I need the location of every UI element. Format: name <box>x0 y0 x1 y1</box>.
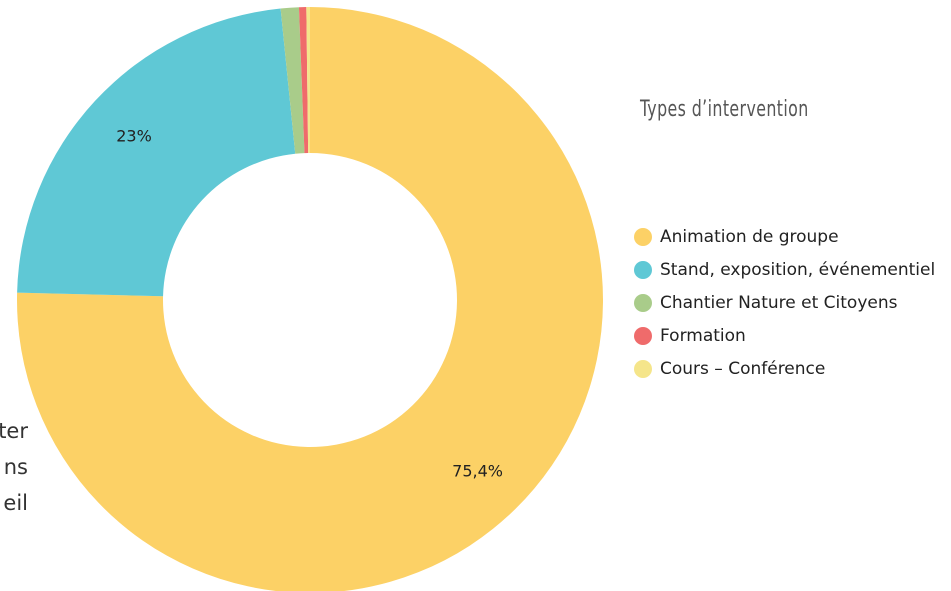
legend-label: Stand, exposition, événementiel <box>660 260 935 280</box>
background-text: ns <box>4 455 28 479</box>
slice <box>298 7 309 154</box>
legend-label: Chantier Nature et Citoyens <box>660 293 898 313</box>
slice-label: 23% <box>116 126 152 145</box>
legend-swatch <box>634 360 652 378</box>
slice <box>17 7 603 591</box>
legend: Animation de groupe Stand, exposition, év… <box>634 227 935 379</box>
legend-label: Cours – Conférence <box>660 359 825 379</box>
legend-swatch <box>634 327 652 345</box>
background-text: eil <box>3 491 28 515</box>
slice <box>280 7 305 154</box>
legend-swatch <box>634 228 652 246</box>
donut: 75,4% 23% <box>17 7 603 591</box>
slice <box>17 8 296 297</box>
legend-label: Formation <box>660 326 746 346</box>
background-text: ter <box>0 419 28 443</box>
legend-title: Types d’intervention <box>639 96 809 121</box>
legend-label: Animation de groupe <box>660 227 839 247</box>
legend-swatch <box>634 294 652 312</box>
slice <box>306 7 310 154</box>
legend-swatch <box>634 261 652 279</box>
slice-label: 75,4% <box>452 461 503 480</box>
